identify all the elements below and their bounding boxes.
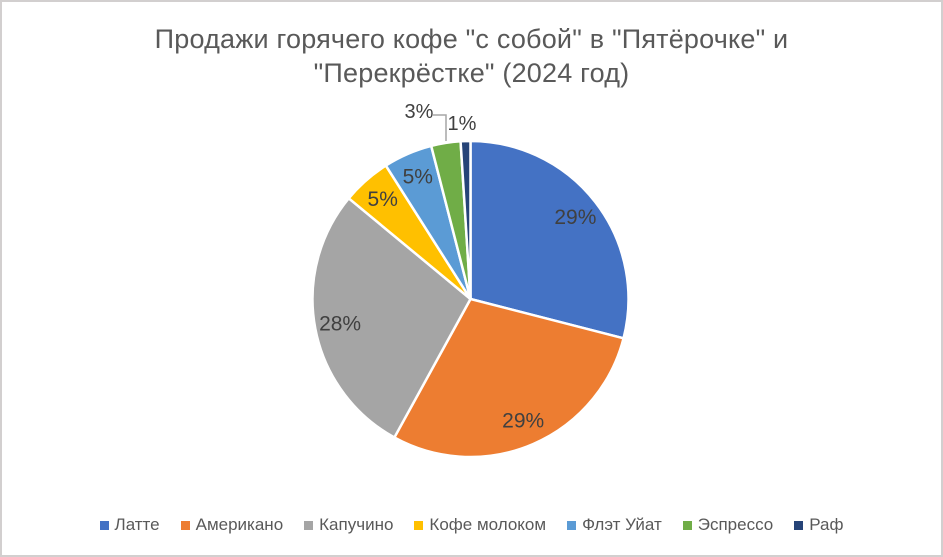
legend-swatch-icon [304, 520, 314, 530]
slice-label-2: 28% [319, 312, 361, 335]
slice-label-6: 1% [448, 113, 477, 135]
legend-label: Раф [809, 515, 844, 534]
legend-swatch-icon [682, 520, 692, 530]
pie-slice-2[interactable] [311, 197, 472, 439]
slice-label-0: 29% [554, 206, 596, 229]
legend-swatch-icon [794, 520, 804, 530]
legend-label: Флэт Уйат [582, 515, 662, 534]
slice-label-5: 3% [405, 101, 434, 123]
legend-swatch-icon [180, 520, 190, 530]
label-leader-line [433, 114, 447, 141]
legend-item-6[interactable]: Раф [794, 515, 843, 535]
chart-title-line-1: Продажи горячего кофе "с собой" в "Пятёр… [154, 24, 789, 54]
legend-item-0[interactable]: Латте [99, 515, 160, 535]
legend-label: Эспрессо [697, 515, 774, 534]
slice-label-1: 29% [502, 409, 544, 432]
legend-item-5[interactable]: Эспрессо [682, 515, 774, 535]
legend-label: Кофе молоком [429, 515, 547, 534]
legend-label: Капучино [319, 515, 394, 534]
chart-title: Продажи горячего кофе "с собой" в "Пятёр… [2, 22, 941, 90]
pie-slice-6[interactable] [459, 139, 472, 301]
slice-label-3: 5% [368, 188, 398, 211]
legend-swatch-icon [99, 520, 109, 530]
slice-label-4: 5% [403, 166, 433, 189]
chart-legend: Латте Американо Капучино Кофе молоком Флэт У… [2, 509, 941, 541]
legend-swatch-icon [567, 520, 577, 530]
legend-item-1[interactable]: Американо [180, 515, 284, 535]
legend-label: Латте [114, 515, 160, 534]
pie-slice-0[interactable] [469, 139, 630, 340]
legend-item-3[interactable]: Кофе молоком [414, 515, 546, 535]
legend-item-4[interactable]: Флэт Уйат [567, 515, 662, 535]
legend-label: Американо [195, 515, 284, 534]
pie-slice-1[interactable] [393, 297, 625, 459]
legend-item-2[interactable]: Капучино [304, 515, 393, 535]
legend-swatch-icon [414, 520, 424, 530]
chart-title-line-2: "Перекрёстке" (2024 год) [313, 58, 630, 88]
